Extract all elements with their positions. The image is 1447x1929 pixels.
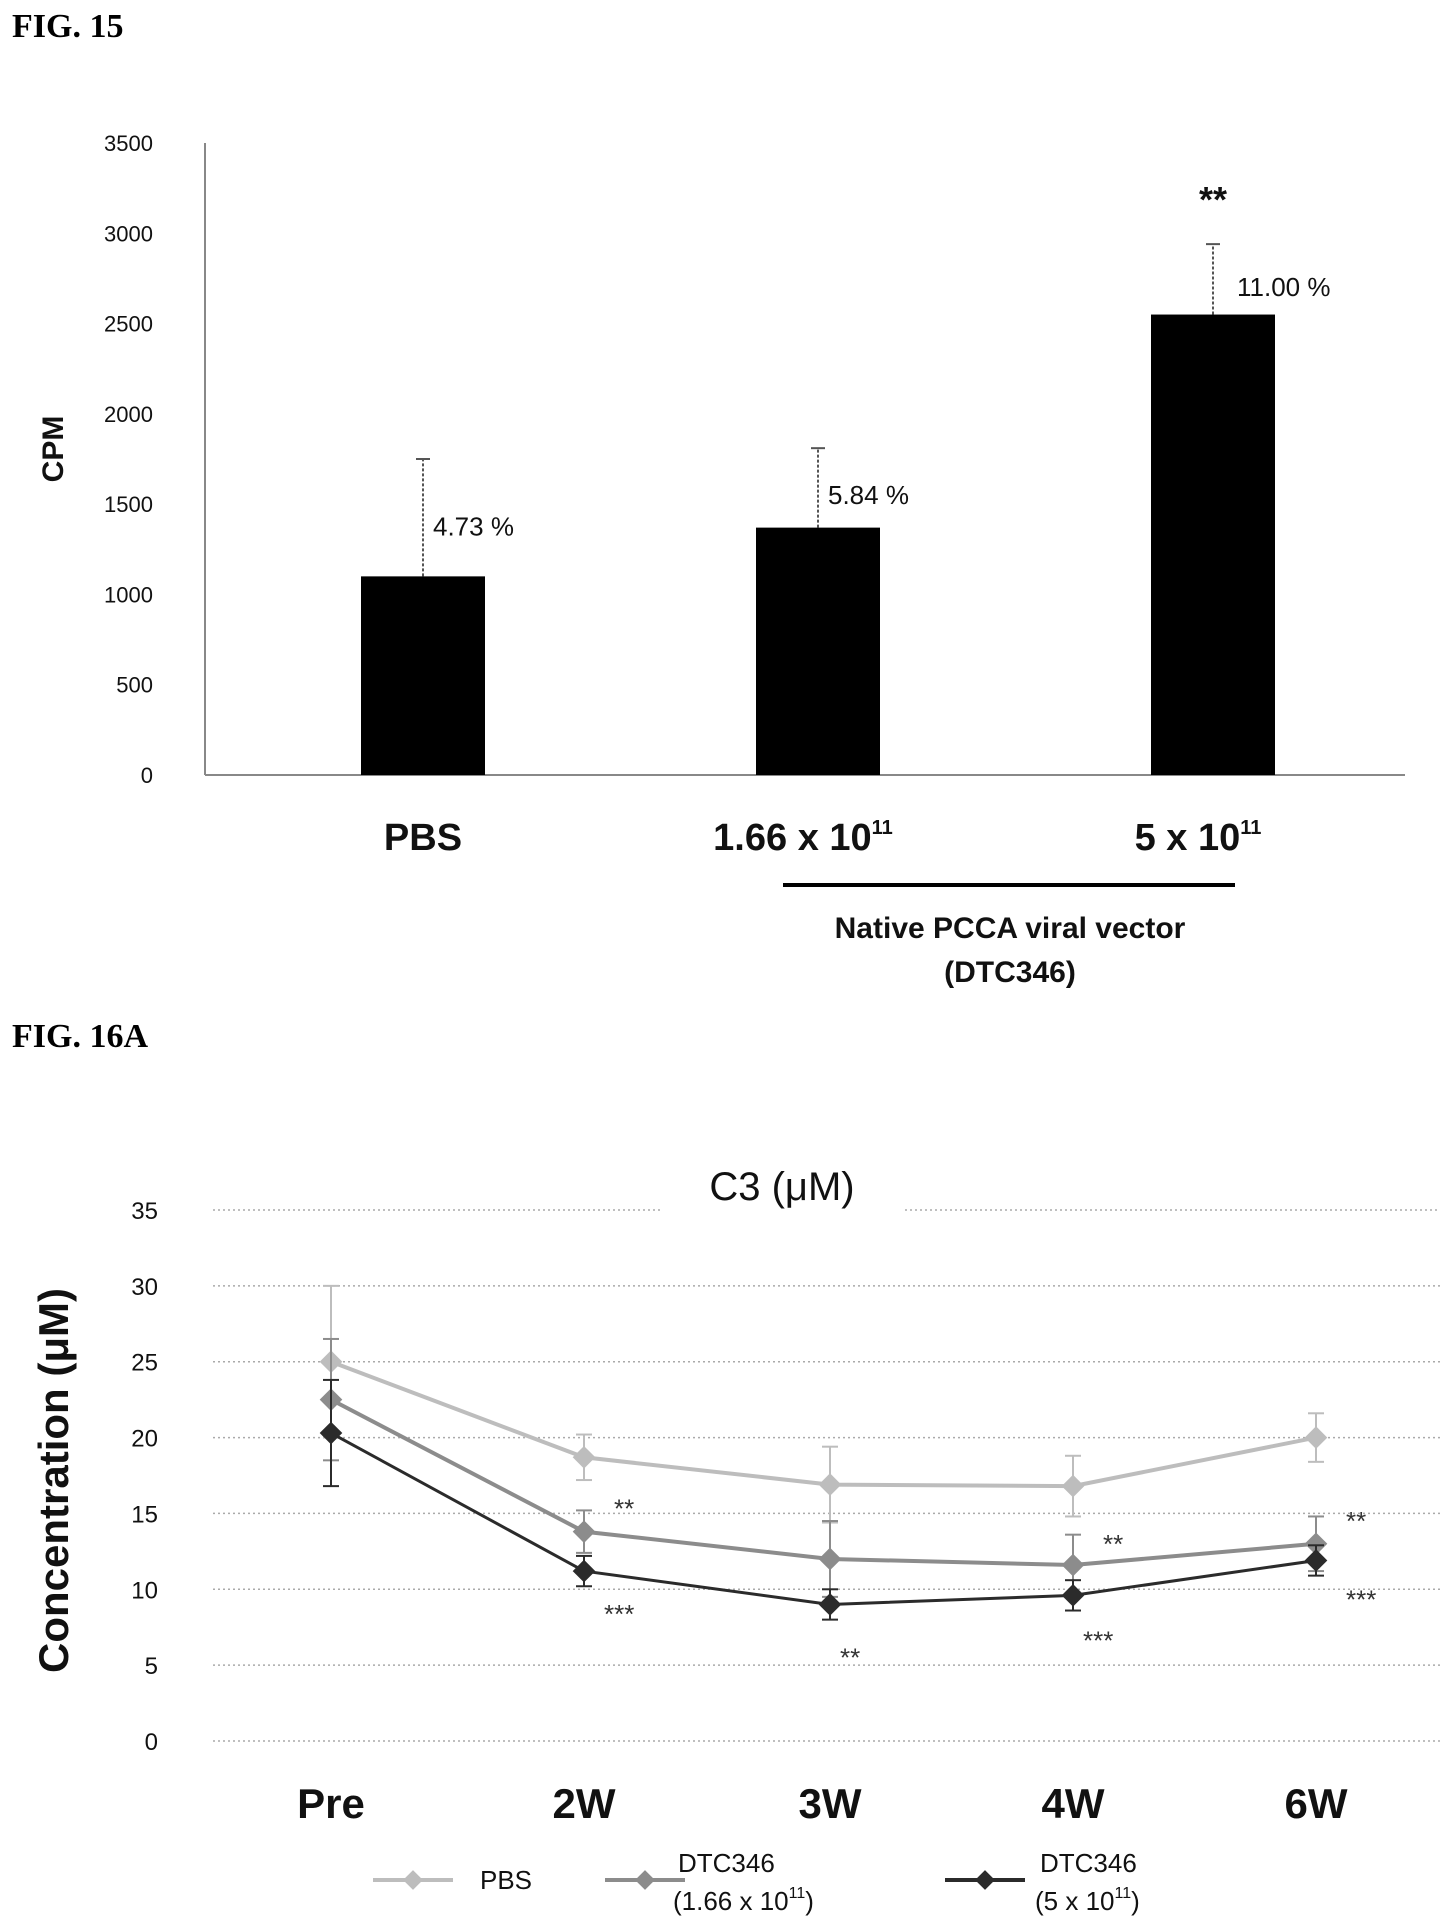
- figure-15-label: FIG. 15: [12, 8, 124, 45]
- x-category-label: 2W: [553, 1780, 616, 1827]
- c3-line-chart: 0 5 10 15 20 25 30 35 C3 (μM) Concentration (μM) P…: [30, 1165, 1440, 1916]
- series-line-0: [330, 1359, 1317, 1489]
- y-tick-label: 3500: [104, 131, 153, 156]
- legend-label-line2: (1.66 x 1011): [673, 1885, 814, 1916]
- chart-title: C3 (μM): [709, 1165, 854, 1209]
- bar-1: [756, 527, 880, 775]
- y-tick-label: 20: [131, 1426, 158, 1453]
- series-line-2: [330, 1431, 1317, 1606]
- significance-mark: **: [1346, 1506, 1366, 1536]
- data-point: [572, 1520, 596, 1543]
- data-point: [572, 1559, 596, 1583]
- data-point: [572, 1445, 596, 1469]
- bar-percent-label: 11.00 %: [1237, 272, 1330, 302]
- data-point: [818, 1473, 842, 1496]
- data-point: [1061, 1474, 1085, 1498]
- cpm-bar-chart: 0 500 1000 1500 2000 2500 3000 3500 CPM 4.73 % PBS…: [37, 131, 1405, 989]
- data-point: [1304, 1426, 1328, 1449]
- figure-16a-label: FIG. 16A: [12, 1018, 148, 1055]
- x-category-label: 5 x 1011: [1135, 817, 1262, 859]
- legend-swatch-marker: [403, 1870, 423, 1890]
- bar-percent-label: 4.73 %: [433, 512, 514, 542]
- y-tick-label: 10: [131, 1577, 158, 1604]
- data-point: [1304, 1532, 1328, 1556]
- legend-label: PBS: [480, 1865, 532, 1895]
- significance-mark: **: [1103, 1529, 1123, 1559]
- y-tick-label: 1000: [104, 582, 153, 607]
- legend-label-line1: DTC346: [678, 1848, 775, 1878]
- legend-label-line2: (5 x 1011): [1035, 1885, 1140, 1916]
- y-tick-label: 500: [116, 673, 153, 698]
- legend-swatch-marker: [975, 1870, 995, 1890]
- data-point: [1061, 1584, 1085, 1607]
- x-category-label: 1.66 x 1011: [713, 817, 893, 859]
- x-category-label: 4W: [1042, 1780, 1105, 1827]
- legend-label-line1: DTC346: [1040, 1848, 1137, 1878]
- data-point: [319, 1421, 343, 1445]
- group-label-line1: Native PCCA viral vector: [835, 912, 1186, 945]
- y-axis-label: CPM: [37, 416, 70, 483]
- data-point: [1304, 1549, 1328, 1572]
- x-category-label: 6W: [1285, 1780, 1348, 1827]
- y-tick-label: 5: [145, 1653, 158, 1680]
- y-tick-label: 15: [131, 1501, 158, 1528]
- significance-mark: ***: [604, 1599, 634, 1629]
- group-label-line2: (DTC346): [944, 956, 1076, 989]
- y-tick-label: 2500: [104, 312, 153, 337]
- bar-2: [1151, 314, 1275, 775]
- legend-swatch-marker: [635, 1870, 655, 1890]
- y-tick-label: 35: [131, 1198, 158, 1225]
- significance-mark: ***: [1346, 1584, 1376, 1614]
- y-tick-label: 3000: [104, 221, 153, 246]
- x-category-label: PBS: [384, 817, 462, 859]
- data-point: [818, 1547, 842, 1571]
- bar-percent-label: 5.84 %: [828, 480, 909, 510]
- y-tick-label: 0: [141, 763, 153, 788]
- y-axis-label: Concentration (μM): [30, 1288, 77, 1673]
- y-tick-label: 30: [131, 1274, 158, 1301]
- y-tick-label: 0: [145, 1729, 158, 1756]
- significance-mark: **: [614, 1494, 634, 1524]
- bar-0: [361, 576, 485, 775]
- y-tick-label: 1500: [104, 492, 153, 517]
- y-tick-label: 25: [131, 1350, 158, 1377]
- data-point: [1061, 1553, 1085, 1577]
- significance-mark: ***: [1083, 1625, 1113, 1655]
- significance-mark: **: [840, 1642, 860, 1672]
- x-category-label: 3W: [799, 1780, 862, 1827]
- x-category-label: Pre: [297, 1780, 365, 1827]
- y-tick-label: 2000: [104, 402, 153, 427]
- data-point: [818, 1593, 842, 1616]
- significance-mark: **: [1199, 179, 1227, 220]
